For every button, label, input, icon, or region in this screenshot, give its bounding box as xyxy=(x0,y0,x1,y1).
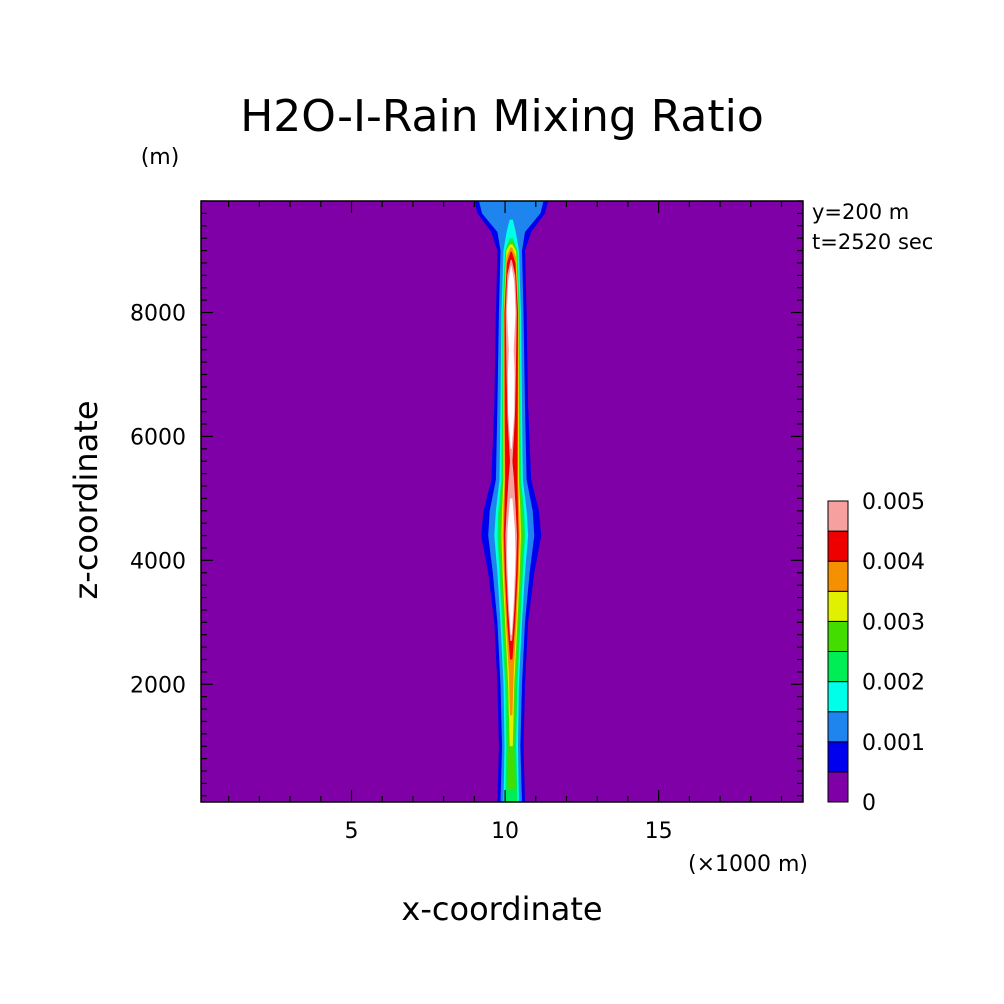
colorbar-label: 0.001 xyxy=(862,731,925,756)
plot-frame xyxy=(200,200,804,803)
x-unit-label: (×1000 m) xyxy=(688,852,808,877)
axis-ticks xyxy=(201,200,803,802)
x-axis-label: x-coordinate xyxy=(401,890,602,928)
colorbar-swatch xyxy=(827,741,849,773)
colorbar-labels: 0 0.001 0.002 0.003 0.004 0.005 xyxy=(862,490,925,816)
y-tick-labels: 2000 4000 6000 8000 xyxy=(130,302,186,699)
y-tick-label: 6000 xyxy=(130,425,186,450)
colorbar-swatch xyxy=(827,681,849,713)
colorbar-label: 0.003 xyxy=(862,610,925,635)
colorbar-swatch xyxy=(827,500,849,532)
contour-level-11 xyxy=(506,266,516,449)
colorbar-label: 0.002 xyxy=(862,671,925,696)
colorbar-swatch xyxy=(827,711,849,743)
colorbar-label: 0.005 xyxy=(862,490,925,515)
colorbar-swatch xyxy=(827,560,849,592)
colorbar xyxy=(827,500,849,803)
colorbar-swatch xyxy=(827,620,849,653)
plot-area xyxy=(200,200,804,803)
x-tick-label: 10 xyxy=(491,819,519,844)
y-unit-label: (m) xyxy=(141,145,180,170)
colorbar-label: 0.004 xyxy=(862,550,925,575)
annotation-t: t=2520 sec xyxy=(812,230,933,254)
colorbar-swatch xyxy=(827,651,849,683)
colorbar-swatch xyxy=(827,771,849,803)
contour-fills xyxy=(474,201,549,803)
y-tick-label: 4000 xyxy=(130,549,186,574)
colorbar-label: 0 xyxy=(862,791,876,816)
x-tick-labels: 5 10 15 xyxy=(345,819,673,844)
y-tick-label: 8000 xyxy=(130,302,186,327)
chart-title: H2O-I-Rain Mixing Ratio xyxy=(240,91,764,142)
annotation-y: y=200 m xyxy=(812,200,909,224)
y-tick-label: 2000 xyxy=(130,673,186,698)
x-tick-label: 15 xyxy=(645,819,673,844)
y-axis-label: z-coordinate xyxy=(67,400,105,599)
colorbar-swatch xyxy=(827,530,849,562)
contour-level-10 xyxy=(506,498,516,635)
x-tick-label: 5 xyxy=(345,819,359,844)
colorbar-swatch xyxy=(827,590,849,622)
